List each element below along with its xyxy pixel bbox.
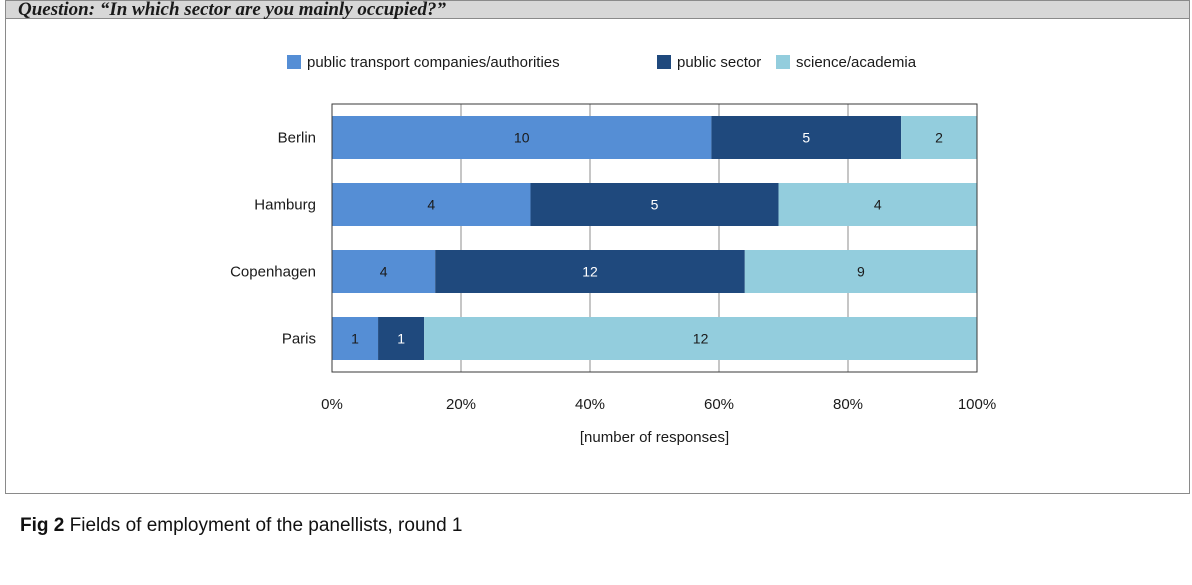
data-label: 12: [693, 331, 709, 347]
bar-segment-berlin-public-transport-companies-authorities: [332, 116, 712, 159]
x-axis-label: [number of responses]: [580, 429, 729, 446]
x-tick-label: 100%: [958, 396, 996, 413]
bar-segment-berlin-public-sector: [711, 116, 902, 159]
data-label: 4: [380, 264, 388, 280]
bar-segment-hamburg-public-sector: [530, 183, 779, 226]
data-label: 10: [514, 130, 530, 146]
bar-segment-berlin-science-academia: [901, 116, 977, 159]
caption-text: Fields of employment of the panellists, …: [69, 515, 463, 536]
category-label-hamburg: Hamburg: [254, 197, 316, 214]
legend-label-public-sector: public sector: [677, 54, 761, 71]
stacked-bar-chart: 10 5 2 Berlin 4 5 4 Hamburg 4 12 9 Copenhagen 1 1 12 Pa…: [230, 54, 996, 446]
data-label: 1: [397, 331, 405, 347]
figure-frame: Question: “In which sector are you mainl…: [5, 0, 1190, 494]
data-label: 5: [802, 130, 810, 146]
legend-label-science-academia: science/academia: [796, 54, 917, 71]
x-tick-label: 0%: [321, 396, 343, 413]
category-label-paris: Paris: [282, 331, 316, 348]
bar-segment-paris-science-academia: [424, 317, 978, 360]
legend-swatch-public-transport-companies-authorities: [287, 55, 301, 69]
x-tick-label: 40%: [575, 396, 605, 413]
x-tick-label: 20%: [446, 396, 476, 413]
data-label: 5: [651, 197, 659, 213]
data-label: 4: [427, 197, 435, 213]
data-label: 12: [582, 264, 598, 280]
bar-segment-copenhagen-public-transport-companies-authorities: [332, 250, 436, 293]
bar-segment-paris-public-transport-companies-authorities: [332, 317, 379, 360]
category-label-copenhagen: Copenhagen: [230, 264, 316, 281]
category-label-berlin: Berlin: [278, 130, 316, 147]
data-label: 9: [857, 264, 865, 280]
plot-border: [331, 103, 978, 373]
figure-caption: Fig 2 Fields of employment of the panell…: [20, 515, 463, 537]
bar-segment-paris-public-sector: [378, 317, 425, 360]
data-label: 2: [935, 130, 943, 146]
legend-swatch-public-sector: [657, 55, 671, 69]
caption-label: Fig 2: [20, 515, 65, 536]
x-tick-label: 80%: [833, 396, 863, 413]
bar-segment-copenhagen-science-academia: [744, 250, 977, 293]
question-header: Question: “In which sector are you mainl…: [6, 0, 1189, 20]
data-label: 4: [874, 197, 882, 213]
question-text: Question: “In which sector are you mainl…: [18, 0, 447, 20]
legend-swatch-science-academia: [776, 55, 790, 69]
legend-label-public-transport-companies-authorities: public transport companies/authorities: [307, 54, 560, 71]
bar-segment-copenhagen-public-sector: [435, 250, 745, 293]
bar-segment-hamburg-public-transport-companies-authorities: [332, 183, 531, 226]
x-tick-label: 60%: [704, 396, 734, 413]
data-label: 1: [351, 331, 359, 347]
bar-segment-hamburg-science-academia: [778, 183, 977, 226]
